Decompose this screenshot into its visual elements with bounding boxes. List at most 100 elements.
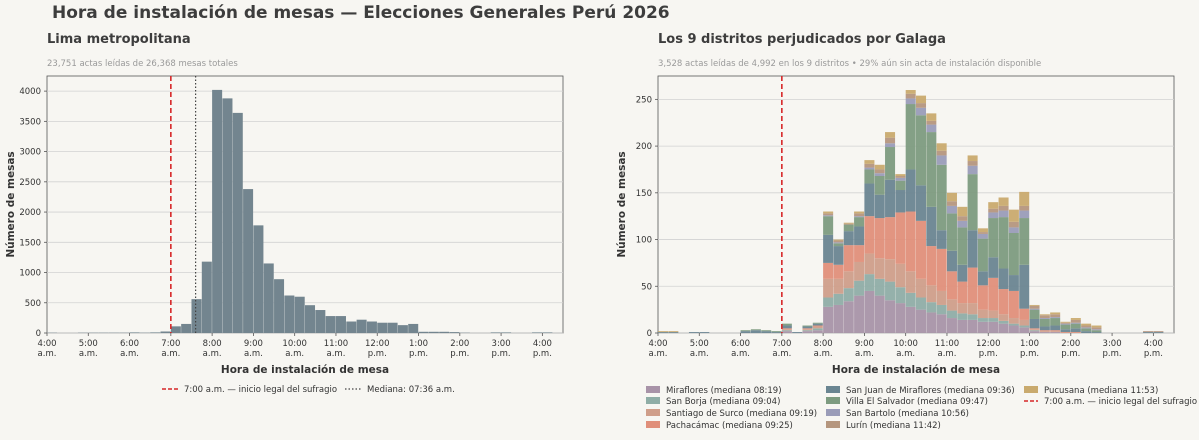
right-x-tick-label: 10:00 <box>893 339 918 349</box>
right-stacked-bar-segment <box>699 332 710 333</box>
right-stacked-bar-segment <box>833 304 844 333</box>
right-legend-swatch <box>826 397 840 404</box>
right-stacked-bar-segment <box>1081 328 1092 332</box>
right-legend-label: Pucusana (mediana 11:53) <box>1044 386 1158 396</box>
right-stacked-bar-segment <box>905 271 916 293</box>
right-stacked-bar-segment <box>885 300 896 333</box>
right-stacked-bar-segment <box>895 190 906 213</box>
left-histogram-bar <box>387 322 398 333</box>
right-x-tick-label: 5:00 <box>690 339 709 349</box>
right-x-tick-label: 3:00 <box>1103 339 1122 349</box>
left-histogram-bar <box>315 310 326 333</box>
right-stacked-bar-segment <box>988 202 999 209</box>
left-x-tick-ampm: p.m. <box>492 349 511 359</box>
right-legend-label: Pachacámac (mediana 09:25) <box>666 421 793 431</box>
right-stacked-bar-segment <box>781 325 792 329</box>
right-stacked-bar-segment <box>1081 325 1092 328</box>
right-stacked-bar-segment <box>905 98 916 105</box>
left-x-tick-label: 8:00 <box>203 339 222 349</box>
right-stacked-bar-segment <box>823 297 834 307</box>
right-x-tick-label: 8:00 <box>814 339 833 349</box>
right-stacked-bar-segment <box>1039 332 1050 333</box>
left-x-tick-ampm: a.m. <box>285 349 304 359</box>
right-stacked-bar-segment <box>1060 329 1071 333</box>
right-stacked-bar-segment <box>1070 332 1081 333</box>
right-y-tick-label: 150 <box>636 189 652 199</box>
right-x-tick-label: 9:00 <box>855 339 874 349</box>
right-stacked-bar-segment <box>750 330 761 333</box>
right-stacked-bar-segment <box>916 278 927 298</box>
right-y-tick-label: 100 <box>636 236 652 246</box>
left-y-tick-label: 3500 <box>19 117 41 127</box>
right-stacked-bar-segment <box>1060 322 1071 324</box>
left-histogram-bar <box>428 331 439 333</box>
right-stacked-bar-segment <box>957 303 968 314</box>
right-x-tick-ampm: p.m. <box>1103 349 1122 359</box>
right-stacked-bar-segment <box>658 331 669 333</box>
right-stacked-bar-segment <box>967 267 978 304</box>
left-legend-reference-label: 7:00 a.m. — inicio legal del sufragio <box>184 385 337 395</box>
right-stacked-bar-segment <box>854 280 865 296</box>
right-stacked-bar-segment <box>823 216 834 235</box>
right-stacked-bar-segment <box>1039 314 1050 316</box>
right-stacked-bar-segment <box>905 104 916 170</box>
right-stacked-bar-segment <box>988 218 999 258</box>
right-stacked-bar-segment <box>843 223 854 225</box>
right-stacked-bar-segment <box>1019 308 1030 320</box>
right-stacked-bar-segment <box>998 314 1009 321</box>
left-histogram-bar <box>181 323 192 333</box>
right-stacked-bar-segment <box>988 257 999 278</box>
right-stacked-bar-segment <box>967 165 978 175</box>
right-stacked-bar-segment <box>967 161 978 166</box>
right-stacked-bar-segment <box>1050 325 1061 331</box>
right-stacked-bar-segment <box>1008 325 1019 333</box>
right-stacked-bar-segment <box>864 274 875 291</box>
left-x-tick-label: 4:00 <box>37 339 56 349</box>
right-stacked-bar-segment <box>916 220 927 279</box>
right-stacked-bar-segment <box>895 175 906 178</box>
right-legend-label: Miraflores (mediana 08:19) <box>666 386 782 396</box>
right-stacked-bar-segment <box>1019 191 1030 206</box>
right-stacked-bar-segment <box>905 211 916 272</box>
right-stacked-bar-segment <box>967 174 978 231</box>
right-stacked-bar-segment <box>668 332 679 333</box>
left-histogram-bar <box>232 112 243 334</box>
right-stacked-bar-segment <box>1019 218 1030 265</box>
right-stacked-bar-segment <box>1029 318 1040 329</box>
right-stacked-bar-segment <box>988 318 999 322</box>
right-stacked-bar-segment <box>771 332 782 333</box>
right-stacked-bar-segment <box>1039 331 1050 333</box>
right-legend-swatch <box>826 409 840 416</box>
right-stacked-bar-segment <box>802 325 813 327</box>
right-y-tick-label: 200 <box>636 142 652 152</box>
right-stacked-bar-segment <box>1029 309 1040 319</box>
right-stacked-bar-segment <box>843 288 854 302</box>
right-stacked-bar-segment <box>771 331 782 333</box>
left-x-tick-label: 5:00 <box>79 339 98 349</box>
right-x-tick-label: 4:00 <box>648 339 667 349</box>
right-stacked-bar-segment <box>864 169 875 184</box>
right-stacked-bar-segment <box>926 132 937 207</box>
right-stacked-bar-segment <box>957 319 968 333</box>
right-stacked-bar-segment <box>998 320 1009 324</box>
left-chart-subtitle: 23,751 actas leídas de 26,368 mesas tota… <box>47 59 238 69</box>
right-stacked-bar-segment <box>957 313 968 320</box>
right-stacked-bar-segment <box>946 299 957 311</box>
right-stacked-bar-segment <box>1029 330 1040 332</box>
figure-title: Hora de instalación de mesas — Eleccione… <box>52 3 670 23</box>
left-histogram-bar <box>397 325 408 333</box>
right-stacked-bar-segment <box>1008 227 1019 234</box>
left-histogram-bar <box>439 331 450 333</box>
right-legend-swatch <box>646 421 660 428</box>
left-histogram-bar <box>377 322 388 333</box>
right-stacked-bar-segment <box>957 264 968 282</box>
right-stacked-bar-segment <box>946 213 957 251</box>
right-stacked-bar-segment <box>1143 332 1154 333</box>
right-stacked-bar-segment <box>1019 264 1030 309</box>
right-stacked-bar-segment <box>1070 323 1081 329</box>
right-x-tick-label: 11:00 <box>935 339 960 349</box>
right-stacked-bar-segment <box>936 248 947 291</box>
left-histogram-bar <box>284 295 295 333</box>
